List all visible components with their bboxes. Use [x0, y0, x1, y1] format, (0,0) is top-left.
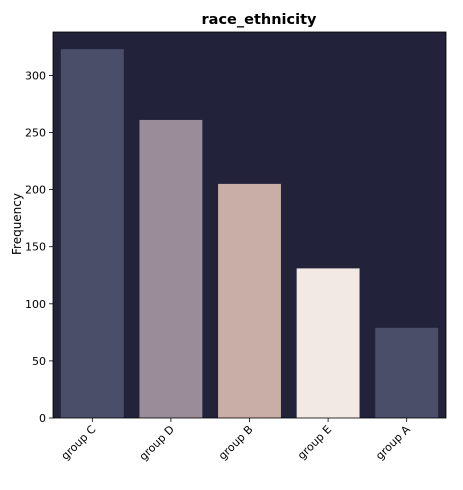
y-tick-label: 250	[25, 126, 46, 139]
bar-group-A	[375, 327, 439, 418]
y-tick-label: 300	[25, 69, 46, 82]
y-tick-label: 100	[25, 298, 46, 311]
bars-layer	[60, 49, 439, 419]
y-tick-label: 150	[25, 241, 46, 254]
x-tick-label: group A	[373, 423, 413, 463]
y-tick-label: 50	[32, 355, 46, 368]
y-axis-label: Frequency	[10, 193, 24, 255]
x-tick-label: group B	[216, 423, 256, 463]
x-tick-label: group D	[137, 423, 177, 463]
x-tick-label: group E	[295, 423, 334, 462]
bar-group-D	[139, 119, 203, 419]
y-tick-label: 200	[25, 184, 46, 197]
chart-title: race_ethnicity	[202, 12, 317, 28]
bar-group-C	[60, 49, 124, 418]
x-tick-label: group C	[59, 423, 99, 463]
bar-group-E	[296, 268, 360, 418]
bar-group-B	[218, 183, 281, 418]
y-tick-label: 0	[39, 412, 46, 425]
